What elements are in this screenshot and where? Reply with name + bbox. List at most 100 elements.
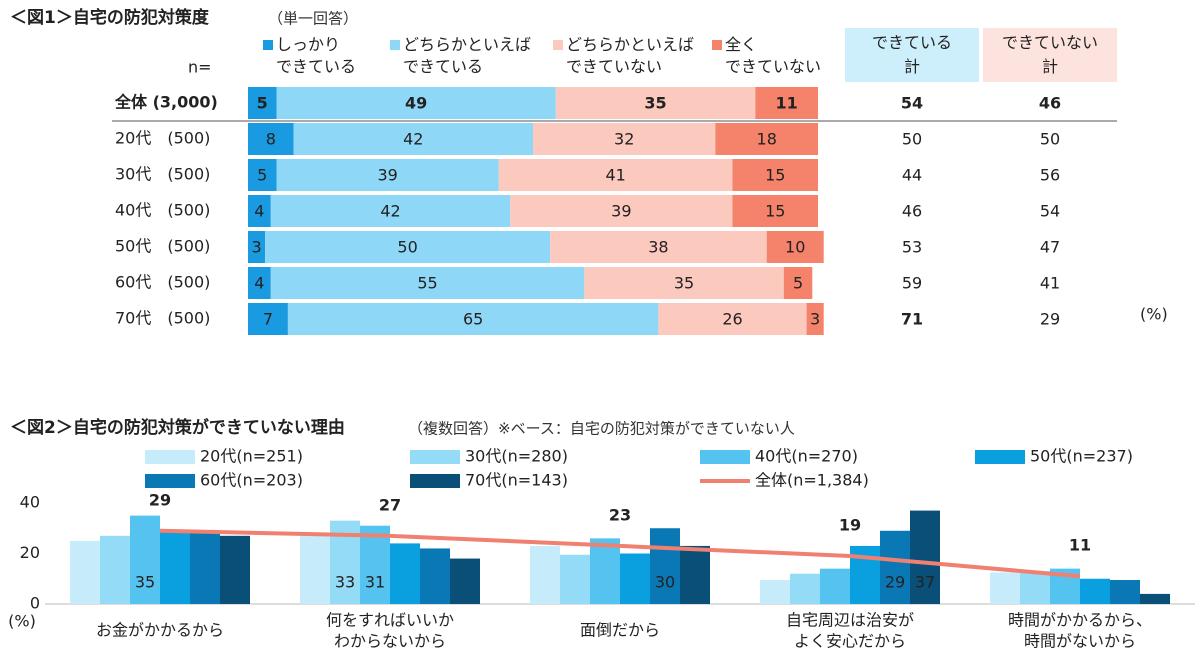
bar-segment — [248, 195, 271, 227]
legend-swatch — [700, 450, 750, 464]
bar — [530, 545, 560, 604]
bar-value-label: 33 — [335, 573, 355, 592]
bar-value-label: 42 — [403, 130, 423, 149]
bar-value-label: 3 — [810, 310, 820, 329]
line-value-label: 29 — [149, 490, 171, 509]
legend-label: 50代(n=237) — [1030, 447, 1133, 466]
line-value-label: 27 — [379, 495, 401, 514]
bar — [100, 535, 130, 604]
legend-label: 全くできていない — [725, 35, 821, 76]
bar-value-label: 50 — [397, 238, 417, 257]
total-header-label: できている計 — [872, 33, 952, 76]
bar-segment — [293, 123, 533, 155]
bar-segment — [658, 303, 807, 335]
legend-label: 60代(n=203) — [200, 471, 303, 490]
bar — [650, 528, 680, 604]
bar-segment — [584, 267, 784, 299]
bar — [990, 572, 1020, 604]
total-value: 46 — [1039, 94, 1061, 113]
bar-segment — [550, 231, 767, 263]
row-label: 60代 (500) — [115, 273, 210, 292]
total-value: 50 — [902, 130, 922, 149]
bar — [910, 510, 940, 604]
legend-label: 30代(n=280) — [465, 447, 568, 466]
bar-segment — [248, 123, 294, 155]
n-label: n= — [188, 58, 212, 77]
bar — [220, 535, 250, 604]
bar — [390, 543, 420, 604]
total-value: 59 — [902, 274, 922, 293]
bar-value-label: 4 — [254, 274, 264, 293]
total-value: 46 — [902, 202, 922, 221]
bar-segment — [806, 303, 824, 335]
x-tick-label: お金がかかるから — [96, 621, 224, 640]
bar — [130, 515, 160, 604]
y-tick-label: 0 — [30, 594, 40, 613]
legend-label: どちらかといえばできていない — [566, 35, 694, 76]
bar — [360, 525, 390, 604]
legend-label: どちらかといえばできている — [403, 35, 531, 76]
total-value: 47 — [1040, 238, 1060, 257]
legend-swatch — [263, 40, 273, 50]
bar-segment — [276, 87, 556, 119]
row-label: 50代 (500) — [115, 237, 210, 256]
total-value: 50 — [1040, 130, 1060, 149]
bar-segment — [248, 267, 271, 299]
bar-segment — [248, 231, 266, 263]
bar-value-label: 7 — [263, 310, 273, 329]
bar-value-label: 35 — [644, 94, 666, 113]
bar — [620, 553, 650, 604]
total-header — [983, 28, 1117, 82]
row-label: 70代 (500) — [115, 309, 210, 328]
row-label: 40代 (500) — [115, 201, 210, 220]
bar — [760, 580, 790, 604]
bar-value-label: 15 — [765, 166, 785, 185]
bar-value-label: 35 — [674, 274, 694, 293]
line-value-label: 19 — [839, 516, 861, 535]
bar — [590, 538, 620, 604]
bar-value-label: 5 — [793, 274, 803, 293]
bar-value-label: 49 — [405, 94, 427, 113]
chart-title: ＜図2＞自宅の防犯対策ができていない理由 — [10, 417, 345, 438]
bar-segment — [732, 159, 818, 191]
bar — [300, 535, 330, 604]
bar-value-label: 11 — [776, 94, 798, 113]
bar-segment — [248, 87, 277, 119]
legend-swatch — [410, 474, 460, 488]
y-tick-label: 40 — [20, 493, 40, 512]
bar — [70, 540, 100, 604]
bar-value-label: 31 — [365, 573, 385, 592]
total-header-label: できていない計 — [1002, 33, 1098, 76]
line — [159, 528, 1081, 579]
bar-segment — [783, 267, 813, 299]
total-value: 29 — [1040, 310, 1060, 329]
bar-value-label: 8 — [266, 130, 276, 149]
bar-value-label: 41 — [605, 166, 625, 185]
bar-value-label: 5 — [257, 94, 268, 113]
legend-swatch — [145, 450, 195, 464]
legend-swatch — [712, 40, 722, 50]
total-value: 71 — [901, 310, 923, 329]
bar-value-label: 29 — [885, 573, 905, 592]
chart-title: ＜図1＞自宅の防犯対策度 — [10, 7, 210, 28]
bar-segment — [732, 195, 818, 227]
total-header — [845, 28, 979, 82]
bar — [160, 532, 190, 604]
total-value: 56 — [1040, 166, 1060, 185]
legend-label: 40代(n=270) — [755, 447, 858, 466]
row-label: 全体 (3,000) — [114, 93, 218, 112]
legend-swatch — [553, 40, 563, 50]
bar-segment — [766, 231, 824, 263]
bar-segment — [555, 87, 756, 119]
legend-swatch — [145, 474, 195, 488]
bar — [1110, 580, 1140, 604]
total-value: 44 — [902, 166, 922, 185]
bar — [560, 554, 590, 604]
bar-value-label: 4 — [254, 202, 264, 221]
legend-swatch — [975, 450, 1025, 464]
bar-value-label: 39 — [377, 166, 397, 185]
bar-value-label: 38 — [648, 238, 668, 257]
legend-swatch — [390, 40, 400, 50]
bar — [450, 558, 480, 604]
